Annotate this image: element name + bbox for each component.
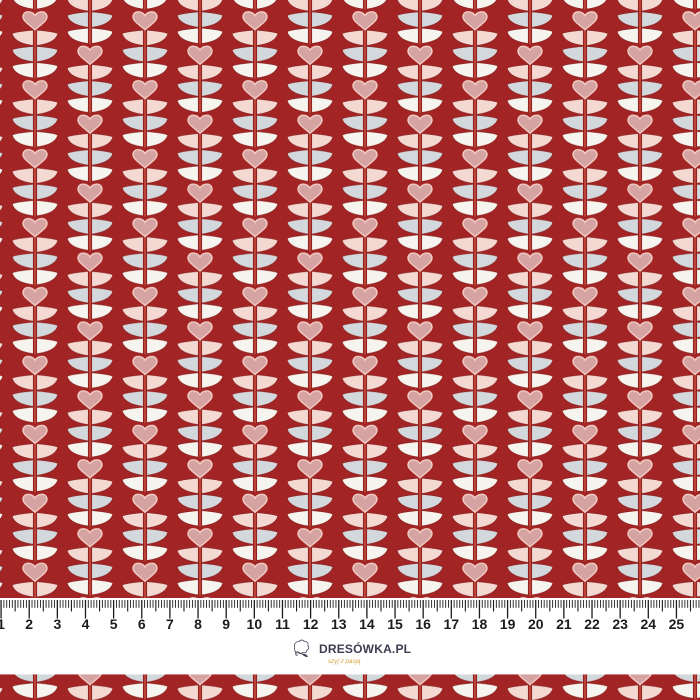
svg-text:5: 5 bbox=[110, 616, 118, 632]
svg-text:szyj z pasją: szyj z pasją bbox=[328, 658, 361, 665]
svg-text:1: 1 bbox=[0, 616, 5, 632]
svg-text:12: 12 bbox=[303, 616, 319, 632]
svg-text:25: 25 bbox=[669, 616, 685, 632]
svg-text:15: 15 bbox=[387, 616, 403, 632]
svg-text:2: 2 bbox=[25, 616, 33, 632]
svg-text:23: 23 bbox=[612, 616, 628, 632]
svg-text:10: 10 bbox=[247, 616, 263, 632]
svg-text:22: 22 bbox=[584, 616, 600, 632]
svg-text:9: 9 bbox=[222, 616, 230, 632]
svg-text:6: 6 bbox=[138, 616, 146, 632]
svg-text:24: 24 bbox=[641, 616, 657, 632]
svg-text:7: 7 bbox=[166, 616, 174, 632]
svg-text:19: 19 bbox=[500, 616, 516, 632]
svg-text:21: 21 bbox=[556, 616, 572, 632]
svg-text:14: 14 bbox=[359, 616, 375, 632]
svg-text:13: 13 bbox=[331, 616, 347, 632]
svg-text:DRESÓWKA.PL: DRESÓWKA.PL bbox=[319, 641, 411, 656]
svg-text:11: 11 bbox=[275, 616, 290, 632]
svg-text:4: 4 bbox=[82, 616, 90, 632]
svg-text:20: 20 bbox=[528, 616, 544, 632]
svg-text:18: 18 bbox=[472, 616, 488, 632]
svg-text:8: 8 bbox=[194, 616, 202, 632]
svg-text:17: 17 bbox=[444, 616, 460, 632]
svg-text:3: 3 bbox=[53, 616, 61, 632]
svg-text:16: 16 bbox=[415, 616, 431, 632]
